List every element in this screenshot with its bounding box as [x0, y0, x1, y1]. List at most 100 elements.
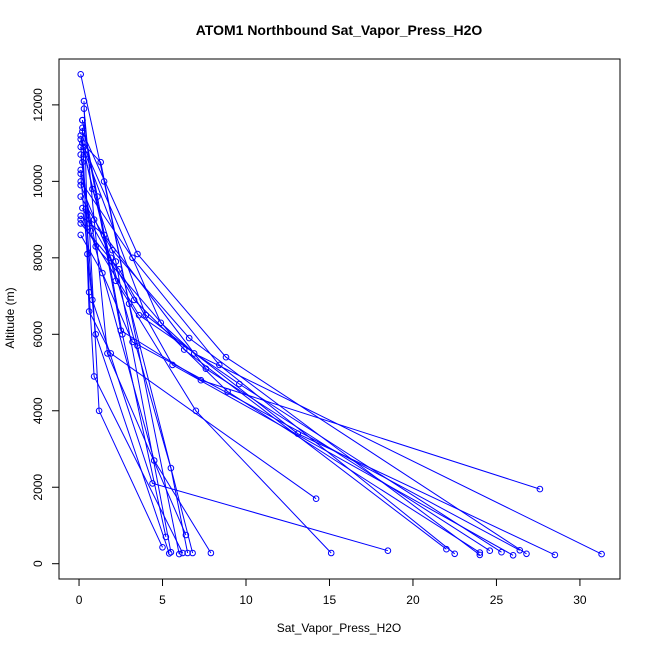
data-point — [222, 353, 230, 361]
data-point — [598, 550, 605, 558]
data-point — [80, 97, 88, 105]
chart-title: ATOM1 Northbound Sat_Vapor_Press_H2O — [196, 22, 483, 38]
data-point — [159, 544, 166, 551]
data-point — [77, 166, 84, 174]
data-point — [476, 549, 484, 556]
data-point — [95, 407, 103, 415]
y-axis: 0 2000 4000 6000 8000 10000 12000 — [31, 88, 60, 567]
data-point — [77, 216, 84, 223]
x-tick-label: 5 — [159, 593, 166, 607]
x-tick-label: 15 — [323, 593, 337, 607]
data-point — [551, 551, 559, 559]
data-point — [77, 178, 84, 185]
data-point — [115, 266, 123, 273]
data-point — [77, 231, 84, 239]
data-point — [190, 350, 198, 357]
data-point — [77, 193, 84, 200]
series-line — [80, 181, 456, 555]
data-point — [312, 495, 320, 503]
data-point — [77, 212, 84, 220]
series-line — [80, 169, 447, 550]
x-tick-label: 0 — [76, 593, 83, 607]
data-point — [384, 547, 392, 555]
series-25 — [80, 143, 605, 558]
y-tick-label: 2000 — [31, 474, 45, 501]
data-point — [77, 220, 84, 227]
data-point — [157, 319, 165, 327]
series-line — [80, 196, 481, 556]
data-point — [92, 331, 99, 338]
series-line — [80, 234, 521, 551]
x-tick-label: 30 — [573, 593, 587, 607]
data-point — [516, 547, 524, 554]
x-axis: 0 5 10 15 20 25 30 — [76, 578, 587, 607]
data-point — [77, 71, 84, 78]
data-point — [184, 549, 191, 557]
data-point — [185, 334, 193, 342]
series-line — [80, 223, 514, 556]
data-point — [99, 269, 106, 277]
series-22 — [79, 116, 544, 493]
data-point — [129, 338, 136, 346]
series-line — [81, 120, 541, 490]
data-point — [117, 327, 125, 334]
series-14 — [77, 166, 450, 553]
data-point — [80, 143, 88, 151]
series-line — [80, 215, 491, 552]
data-point — [498, 548, 505, 556]
data-point — [165, 550, 173, 557]
data-point — [486, 547, 494, 555]
y-tick-label: 8000 — [31, 244, 45, 271]
data-point — [202, 365, 210, 373]
series-line — [81, 131, 527, 555]
data-point — [149, 480, 156, 487]
data-point — [182, 531, 190, 539]
data-point — [197, 376, 205, 384]
data-point — [294, 430, 302, 438]
data-point — [327, 549, 335, 557]
series-line — [81, 207, 481, 554]
data-point — [79, 124, 86, 132]
series-line — [83, 146, 602, 555]
y-tick-label: 12000 — [31, 88, 45, 122]
data-point — [79, 116, 86, 124]
data-point — [509, 552, 517, 559]
series-line — [81, 120, 167, 538]
x-tick-label: 25 — [490, 593, 504, 607]
data-point — [167, 464, 175, 472]
data-point — [77, 132, 84, 139]
data-point — [236, 380, 243, 388]
data-point — [192, 407, 200, 415]
y-tick-label: 10000 — [31, 164, 45, 198]
data-point — [536, 485, 544, 493]
data-point — [97, 158, 104, 166]
data-point — [89, 296, 96, 304]
y-axis-label: Altitude (m) — [3, 287, 17, 348]
data-point — [207, 549, 215, 557]
data-point — [77, 136, 84, 143]
y-tick-label: 0 — [31, 560, 45, 567]
data-point — [129, 254, 136, 262]
data-point — [134, 250, 141, 258]
y-tick-label: 6000 — [31, 321, 45, 348]
series-line — [83, 101, 184, 554]
data-point — [179, 549, 186, 557]
x-tick-label: 10 — [239, 593, 253, 607]
x-axis-label: Sat_Vapor_Press_H2O — [277, 621, 402, 635]
data-point — [523, 550, 530, 558]
data-point — [85, 308, 93, 315]
data-point — [135, 311, 143, 319]
data-point — [167, 548, 175, 556]
series-24 — [79, 128, 530, 558]
data-point — [142, 311, 150, 319]
series-layer — [77, 71, 605, 559]
data-point — [90, 373, 98, 380]
data-point — [162, 533, 170, 541]
series-21 — [77, 231, 524, 554]
data-point — [79, 158, 86, 166]
y-tick-label: 4000 — [31, 397, 45, 424]
data-point — [175, 550, 183, 558]
data-point — [150, 457, 158, 464]
data-point — [189, 549, 196, 557]
